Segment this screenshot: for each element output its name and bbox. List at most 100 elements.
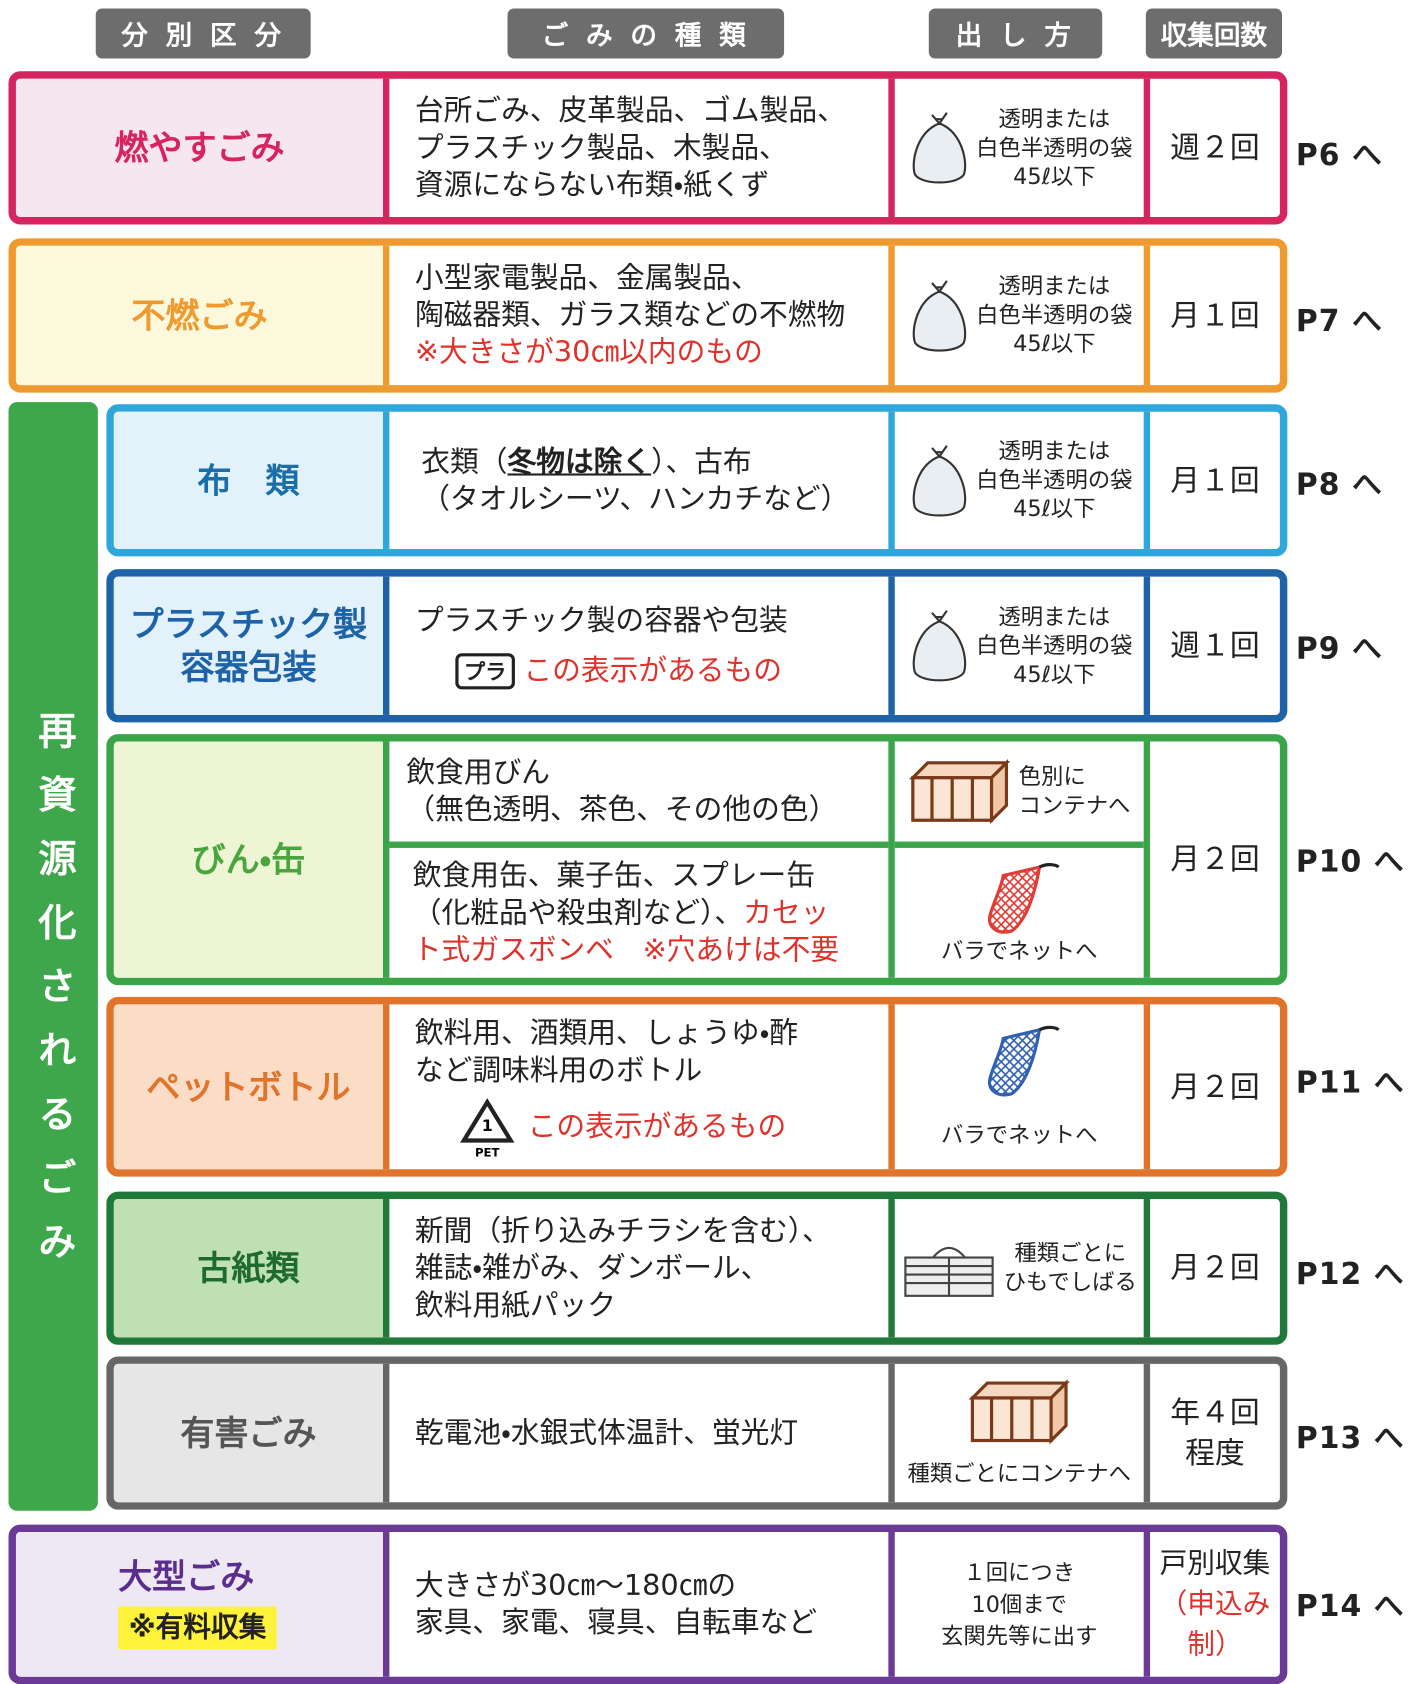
item: （タオルシーツ、ハンカチなど） [421, 482, 850, 516]
line: 白色半透明の袋 [976, 302, 1133, 328]
items-part: 飲食用びん （無色透明、茶色、その他の色） [389, 742, 889, 848]
line: 種類ごとにコンテナへ [907, 1460, 1131, 1486]
line: ひもでしばる [1003, 1269, 1137, 1295]
row: びん・缶 飲食用びん （無色透明、茶色、その他の色） 飲食用缶、菓子缶、スプレー缶… [106, 734, 1288, 986]
page-ref: P8 へ [1295, 467, 1383, 503]
method: 透明または 白色半透明の袋 45ℓ以下 [888, 245, 1143, 386]
icon-part [930, 112, 948, 126]
page-ref: P6 へ [1295, 137, 1383, 173]
category: ペットボトル [113, 1004, 384, 1170]
category: 有害ごみ [113, 1363, 384, 1503]
method-text: 透明または 白色半透明の袋 45ℓ以下 [976, 603, 1132, 689]
icon-part [1038, 862, 1060, 869]
item: （無色透明、茶色、その他の色） [406, 793, 838, 827]
side-text: 再資源化されるごみ [31, 710, 76, 1286]
page-ref: P7 へ [1295, 303, 1383, 339]
method-part: バラでネットへ [895, 848, 1144, 978]
row: 大型ごみ ※有料収集 大きさが30㎝～180㎝の 家具、家電、寝具、自転車など １回… [8, 1524, 1288, 1684]
line: 45ℓ以下 [1013, 495, 1096, 522]
item: 乾電池・水銀式体温計、蛍光灯 [414, 1416, 799, 1450]
line: 戸別収集 [1159, 1547, 1271, 1580]
icon-part [912, 122, 966, 184]
method: １回につき 10個まで 玄関先等に出す [888, 1532, 1143, 1677]
items: 新聞（折り込みチラシを含む）、 雑誌・雑がみ、ダンボール、 飲料用紙パック [383, 1199, 888, 1338]
row: 古紙類 新聞（折り込みチラシを含む）、 雑誌・雑がみ、ダンボール、 飲料用紙パック … [106, 1191, 1288, 1345]
frequency: 週２回 [1143, 78, 1280, 218]
items: プラスチック製の容器や包装 プラ この表示があるもの [383, 576, 888, 715]
icon-part [930, 610, 948, 624]
method: バラでネットへ [888, 1004, 1143, 1170]
item: （化粧品や殺虫剤など）、 [412, 896, 744, 930]
item: 台所ごみ、皮革製品、ゴム製品、 [414, 94, 846, 128]
category: 古紙類 [113, 1199, 384, 1338]
category: びん・缶 [113, 741, 384, 978]
paper-box: 種類ごとに ひもでしばる [902, 1234, 1137, 1302]
method: 種類ごとに ひもでしばる [888, 1199, 1143, 1338]
items: 乾電池・水銀式体温計、蛍光灯 [383, 1363, 888, 1503]
category: 大型ごみ ※有料収集 [15, 1532, 384, 1677]
method-text: 透明または 白色半透明の袋 45ℓ以下 [976, 105, 1132, 191]
page-ref: P11 へ [1295, 1064, 1405, 1101]
row: 不燃ごみ 小型家電製品、金属製品、 陶磁器類、ガラス類などの不燃物 ※大きさが30㎝… [8, 238, 1288, 393]
icon-part [930, 444, 948, 458]
row: 有害ごみ 乾電池・水銀式体温計、蛍光灯 種類ごとにコンテナへ 年４回 程度 [106, 1356, 1288, 1510]
line: 白色半透明の袋 [976, 134, 1133, 161]
icon-part [912, 289, 966, 352]
item: 飲料用、酒類用、しょうゆ・酢 [414, 1016, 799, 1050]
item: 家具、家電、寝具、自転車など [414, 1606, 818, 1640]
method-part: 色別に コンテナへ [894, 742, 1144, 848]
pet-label: PET [475, 1145, 500, 1159]
note: ※大きさが30㎝以内のもの [414, 336, 763, 370]
side-label: 再資源化されるごみ [8, 402, 98, 1511]
item: ）、古布 [651, 445, 752, 479]
page-ref: P14 へ [1295, 1588, 1405, 1624]
item-line: （化粧品や殺虫剤など）、カセッ [413, 894, 889, 931]
item: 新聞（折り込みチラシを含む）、 [414, 1214, 831, 1248]
items: 大きさが30㎝～180㎝の 家具、家電、寝具、自転車など [383, 1532, 888, 1677]
icon-part [987, 864, 1042, 933]
bag-icon [912, 444, 966, 516]
bag-box: 透明または 白色半透明の袋 45ℓ以下 [906, 105, 1133, 191]
note: この表示があるもの [523, 654, 782, 688]
line: 種類ごとに [1014, 1240, 1127, 1267]
bag-box: 透明または 白色半透明の袋 45ℓ以下 [906, 272, 1133, 358]
pet-number: 1 [482, 1115, 493, 1134]
item: 飲食用缶、菓子缶、スプレー缶 [412, 859, 815, 893]
frequency: 戸別収集 （申込み制） [1143, 1532, 1280, 1677]
item: 陶磁器類、ガラス類などの不燃物 [414, 298, 846, 332]
frequency: 月２回 [1143, 741, 1280, 978]
icon-part [989, 1397, 1034, 1440]
icon-part [912, 454, 966, 516]
line: バラでネットへ [941, 1122, 1098, 1148]
frequency: 月２回 [1143, 1199, 1280, 1338]
category-text: 大型ごみ [118, 1556, 255, 1597]
bag-box: 透明または 白色半透明の袋 45ℓ以下 [906, 603, 1133, 689]
line: 年４回 [1170, 1394, 1260, 1430]
item: 飲料用紙パック [414, 1288, 616, 1322]
net-icon [987, 1025, 1060, 1097]
items: 台所ごみ、皮革製品、ゴム製品、 プラスチック製品、木製品、 資源にならない布類・紙く… [383, 78, 888, 218]
line: 色別に [1018, 763, 1086, 790]
category: 燃やすごみ [15, 78, 384, 218]
row: 布 類 衣類（冬物は除く）、古布 （タオルシーツ、ハンカチなど） 透明または 白色半… [106, 404, 1288, 557]
bag-icon [912, 112, 966, 184]
bag-box: 透明または 白色半透明の袋 45ℓ以下 [906, 437, 1133, 523]
row: ペットボトル 飲料用、酒類用、しょうゆ・酢 など調味料用のボトル 1 PET この表示が… [106, 996, 1288, 1177]
header: 収集回数 [1145, 8, 1282, 59]
bag-icon [912, 610, 966, 682]
page-ref: P12 へ [1295, 1256, 1405, 1292]
pet-icon: 1 PET [460, 1097, 515, 1159]
line: 45ℓ以下 [1013, 661, 1096, 687]
item: 資源にならない布類・紙くず [414, 168, 770, 202]
line: 透明または [998, 438, 1111, 464]
icon-part [1049, 1378, 1068, 1444]
items-part: 飲食用缶、菓子缶、スプレー缶 （化粧品や殺虫剤など）、カセッ ト式ガスボンベ ※穴あ… [389, 848, 888, 978]
category: 布 類 [113, 411, 384, 549]
item: プラスチック製の容器や包装 [414, 604, 788, 638]
crate-icon [968, 1378, 1070, 1444]
method: 色別に コンテナへ バラでネットへ [888, 741, 1144, 978]
item-emphasis: 冬物は除く [507, 445, 652, 479]
line: バラでネットへ [941, 937, 1098, 964]
item: など調味料用のボトル [414, 1053, 703, 1087]
